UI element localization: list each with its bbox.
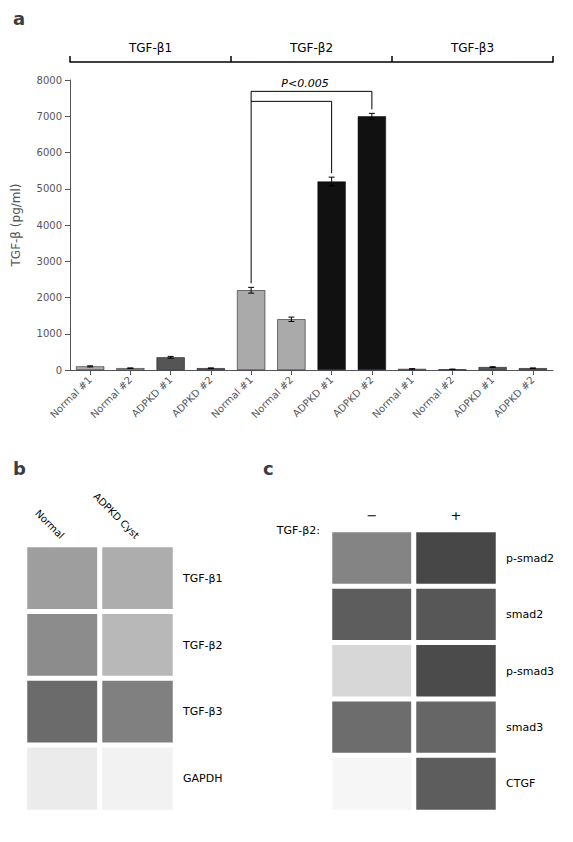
svg-text:+: + xyxy=(451,508,462,523)
svg-text:4000: 4000 xyxy=(37,220,62,231)
svg-text:GAPDH: GAPDH xyxy=(183,772,222,785)
svg-text:a: a xyxy=(13,8,25,29)
svg-text:ADPKD #2: ADPKD #2 xyxy=(492,374,537,419)
svg-text:Normal #1: Normal #1 xyxy=(209,374,255,420)
svg-text:TGF-β1: TGF-β1 xyxy=(182,572,223,585)
svg-text:smad3: smad3 xyxy=(506,721,543,734)
svg-text:−: − xyxy=(367,508,378,523)
svg-text:ADPKD #2: ADPKD #2 xyxy=(169,374,215,420)
svg-text:Normal #1: Normal #1 xyxy=(370,374,416,420)
svg-text:p-smad2: p-smad2 xyxy=(506,552,554,565)
svg-text:TGF-β2: TGF-β2 xyxy=(182,639,223,652)
svg-text:TGF-β2: TGF-β2 xyxy=(289,41,333,55)
svg-text:b: b xyxy=(13,458,26,479)
svg-text:TGF-β2:: TGF-β2: xyxy=(276,524,320,537)
svg-text:CTGF: CTGF xyxy=(506,777,535,790)
svg-text:Normal #2: Normal #2 xyxy=(410,374,456,420)
svg-text:0: 0 xyxy=(56,365,62,376)
svg-text:TGF-β3: TGF-β3 xyxy=(182,705,223,718)
svg-text:Normal #1: Normal #1 xyxy=(48,374,94,420)
svg-text:TGF-β1: TGF-β1 xyxy=(128,41,172,55)
svg-text:TGF-β (pg/ml): TGF-β (pg/ml) xyxy=(9,184,23,268)
svg-text:TGF-β3: TGF-β3 xyxy=(450,41,494,55)
svg-text:Normal: Normal xyxy=(33,508,66,541)
svg-text:smad2: smad2 xyxy=(506,608,543,621)
svg-text:ADPKD #2: ADPKD #2 xyxy=(330,374,376,420)
svg-text:3000: 3000 xyxy=(37,256,62,267)
svg-text:Normal #2: Normal #2 xyxy=(88,374,134,420)
svg-text:8000: 8000 xyxy=(37,75,62,86)
svg-text:7000: 7000 xyxy=(37,111,62,122)
svg-text:ADPKD #1: ADPKD #1 xyxy=(451,374,496,419)
svg-text:Normal #2: Normal #2 xyxy=(249,374,295,420)
svg-text:c: c xyxy=(263,458,274,479)
svg-text:P<0.005: P<0.005 xyxy=(281,77,328,90)
svg-text:p-smad3: p-smad3 xyxy=(506,665,554,678)
svg-text:1000: 1000 xyxy=(37,328,62,339)
svg-text:ADPKD Cyst: ADPKD Cyst xyxy=(91,491,141,541)
svg-text:5000: 5000 xyxy=(37,183,62,194)
svg-text:2000: 2000 xyxy=(37,292,62,303)
svg-text:ADPKD #1: ADPKD #1 xyxy=(290,374,335,419)
svg-text:6000: 6000 xyxy=(37,147,62,158)
svg-text:ADPKD #1: ADPKD #1 xyxy=(129,374,174,419)
